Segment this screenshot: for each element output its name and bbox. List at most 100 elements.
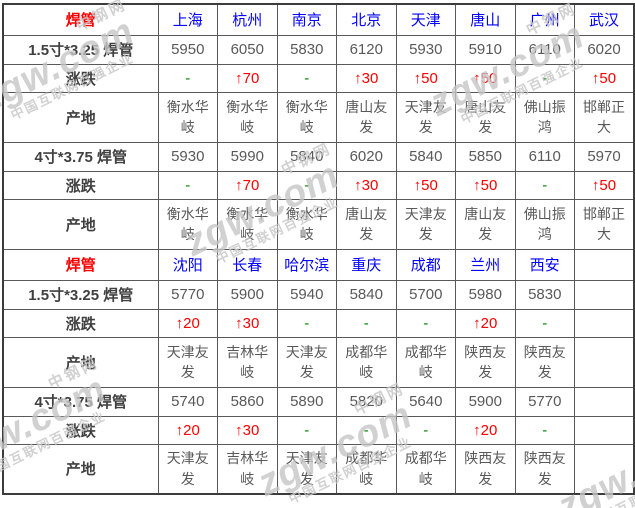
city-header-lanzhou[interactable]: 兰州 [455, 248, 516, 281]
row-label: 产地 [2, 91, 159, 143]
price-cell: 5900 [217, 279, 278, 310]
change-cell: ↑50 [395, 170, 456, 200]
origin-cell: 天津友发 [395, 198, 456, 250]
change-cell [574, 308, 635, 338]
change-row: 涨跌 - ↑70 - ↑30 ↑50 ↑50 - ↑50 [2, 63, 635, 93]
origin-cell: 天津友发 [157, 443, 218, 495]
price-cell: 5840 [276, 141, 337, 172]
city-header-guangzhou[interactable]: 广州 [514, 3, 575, 36]
city-header-haerbin[interactable]: 哈尔滨 [276, 248, 337, 281]
price-cell: 5840 [395, 141, 456, 172]
origin-cell: 天津友发 [276, 336, 337, 388]
price-cell: 5930 [157, 141, 218, 172]
corner-label: 焊管 [2, 248, 159, 281]
origin-row: 产地 衡水华岐 衡水华岐 衡水华岐 唐山友发 天津友发 唐山友发 佛山振鸿 邯郸… [2, 198, 635, 250]
price-row: 4寸*3.75 焊管 5930 5990 5840 6020 5840 5850… [2, 141, 635, 172]
city-header-shenyang[interactable]: 沈阳 [157, 248, 218, 281]
origin-cell: 陕西友发 [514, 443, 575, 495]
origin-row: 产地 衡水华岐 衡水华岐 衡水华岐 唐山友发 天津友发 唐山友发 佛山振鸿 邯郸… [2, 91, 635, 143]
price-cell: 6020 [574, 34, 635, 65]
price-row: 1.5寸*3.25 焊管 5950 6050 5830 6120 5930 59… [2, 34, 635, 65]
price-cell [574, 279, 635, 310]
price-cell: 5890 [276, 386, 337, 417]
origin-cell: 天津友发 [395, 91, 456, 143]
price-cell: 5820 [336, 386, 397, 417]
origin-cell: 陕西友发 [455, 336, 516, 388]
welded-pipe-price-table: 焊管 上海 杭州 南京 北京 天津 唐山 广州 武汉 1.5寸*3.25 焊管 … [2, 3, 635, 495]
city-header-shanghai[interactable]: 上海 [157, 3, 218, 36]
origin-cell: 衡水华岐 [157, 198, 218, 250]
row-label: 涨跌 [2, 415, 159, 445]
origin-cell: 唐山友发 [455, 198, 516, 250]
change-row: 涨跌 ↑20 ↑30 - - - ↑20 - [2, 415, 635, 445]
city-header-tangshan[interactable]: 唐山 [455, 3, 516, 36]
origin-cell: 陕西友发 [514, 336, 575, 388]
price-cell: 6020 [336, 141, 397, 172]
change-cell: - [336, 415, 397, 445]
change-cell: ↑20 [157, 308, 218, 338]
row-label: 1.5寸*3.25 焊管 [2, 34, 159, 65]
row-label: 涨跌 [2, 170, 159, 200]
change-cell: ↑30 [217, 415, 278, 445]
city-header-tianjin[interactable]: 天津 [395, 3, 456, 36]
change-cell: ↑50 [395, 63, 456, 93]
origin-cell: 唐山友发 [455, 91, 516, 143]
change-cell: - [514, 308, 575, 338]
price-row: 1.5寸*3.25 焊管 5770 5900 5940 5840 5700 59… [2, 279, 635, 310]
price-cell: 6110 [514, 141, 575, 172]
change-cell: ↑50 [574, 63, 635, 93]
city-header-hangzhou[interactable]: 杭州 [217, 3, 278, 36]
price-cell: 5990 [217, 141, 278, 172]
price-cell: 5830 [514, 279, 575, 310]
change-cell: ↑30 [217, 308, 278, 338]
origin-cell: 邯郸正大 [574, 91, 635, 143]
city-header-changchun[interactable]: 长春 [217, 248, 278, 281]
origin-cell [574, 443, 635, 495]
origin-cell: 衡水华岐 [217, 198, 278, 250]
city-header-chengdu[interactable]: 成都 [395, 248, 456, 281]
price-cell: 5840 [336, 279, 397, 310]
change-row: 涨跌 ↑20 ↑30 - - - ↑20 - [2, 308, 635, 338]
change-row: 涨跌 - ↑70 - ↑30 ↑50 ↑50 - ↑50 [2, 170, 635, 200]
row-label: 产地 [2, 443, 159, 495]
change-cell: - [395, 415, 456, 445]
change-cell: - [157, 63, 218, 93]
origin-cell: 唐山友发 [336, 198, 397, 250]
price-cell: 5850 [455, 141, 516, 172]
price-cell: 5700 [395, 279, 456, 310]
change-cell: ↑70 [217, 170, 278, 200]
price-cell: 5830 [276, 34, 337, 65]
city-header-chongqing[interactable]: 重庆 [336, 248, 397, 281]
price-cell: 5900 [455, 386, 516, 417]
origin-row: 产地 天津友发 吉林华岐 天津友发 成都华岐 成都华岐 陕西友发 陕西友发 [2, 336, 635, 388]
city-header-beijing[interactable]: 北京 [336, 3, 397, 36]
price-cell: 5740 [157, 386, 218, 417]
change-cell: ↑20 [455, 308, 516, 338]
origin-cell: 成都华岐 [336, 336, 397, 388]
change-cell: ↑50 [574, 170, 635, 200]
city-header-wuhan[interactable]: 武汉 [574, 3, 635, 36]
price-cell: 5640 [395, 386, 456, 417]
change-cell: ↑20 [157, 415, 218, 445]
origin-cell: 成都华岐 [395, 443, 456, 495]
row-label: 1.5寸*3.25 焊管 [2, 279, 159, 310]
price-cell: 5910 [455, 34, 516, 65]
city-header-nanjing[interactable]: 南京 [276, 3, 337, 36]
origin-cell: 成都华岐 [395, 336, 456, 388]
origin-cell: 天津友发 [157, 336, 218, 388]
origin-cell: 陕西友发 [455, 443, 516, 495]
city-header-empty [574, 248, 635, 281]
change-cell: ↑30 [336, 170, 397, 200]
city-header-xian[interactable]: 西安 [514, 248, 575, 281]
price-row: 4寸*3.75 焊管 5740 5860 5890 5820 5640 5900… [2, 386, 635, 417]
change-cell: ↑50 [455, 63, 516, 93]
origin-cell: 衡水华岐 [276, 91, 337, 143]
price-cell: 5940 [276, 279, 337, 310]
change-cell: - [157, 170, 218, 200]
origin-cell: 佛山振鸿 [514, 91, 575, 143]
price-cell: 6110 [514, 34, 575, 65]
change-cell: - [395, 308, 456, 338]
price-cell: 5860 [217, 386, 278, 417]
row-label: 4寸*3.75 焊管 [2, 141, 159, 172]
